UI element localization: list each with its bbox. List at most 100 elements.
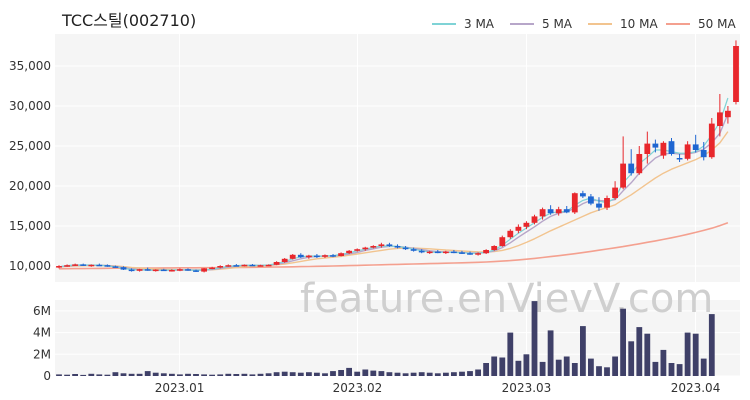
candle-body (676, 158, 683, 160)
candle-body (281, 258, 288, 262)
candle-body (410, 249, 417, 251)
volume-bar (56, 374, 62, 376)
volume-bar (507, 332, 514, 376)
volume-bar (563, 356, 570, 376)
candle-body (563, 209, 570, 213)
volume-bar (128, 373, 135, 376)
candle-body (289, 254, 296, 259)
volume-bar (523, 354, 530, 376)
volume-bar (451, 372, 457, 376)
candle-body (668, 141, 675, 154)
volume-bar (346, 367, 352, 376)
watermark: feature.enVievV.com (300, 276, 713, 322)
volume-bar (426, 372, 433, 376)
volume-bar (636, 327, 643, 376)
chart-title: TCC스틸(002710) (61, 11, 196, 30)
candle-body (136, 269, 143, 271)
volume-bar (475, 369, 481, 376)
volume-bar (531, 301, 538, 376)
price-tick-label: 20,000 (9, 179, 51, 193)
volume-bar (571, 363, 578, 376)
candle-body (306, 255, 312, 258)
candle-body (620, 163, 626, 188)
volume-bar (652, 361, 659, 376)
candle-body (636, 154, 643, 174)
price-tick-label: 15,000 (9, 219, 51, 233)
candle-body (692, 144, 699, 150)
candle-body (209, 267, 215, 270)
volume-bar (306, 372, 312, 376)
candle-body (483, 250, 489, 254)
candle-body (426, 251, 433, 254)
volume-bar (249, 374, 256, 376)
volume-bar (88, 373, 95, 376)
candle-body (257, 265, 264, 267)
volume-bar (467, 371, 473, 376)
price-tick-label: 35,000 (9, 59, 51, 73)
volume-bar (314, 372, 320, 376)
candle-body (338, 253, 344, 256)
date-tick-label: 2023.03 (502, 381, 552, 395)
candle-body (160, 269, 167, 272)
ma50-line (58, 222, 729, 270)
candle-body (725, 110, 731, 118)
volume-bar (273, 372, 280, 376)
candle-body (491, 246, 498, 250)
candle-body (708, 123, 715, 158)
volume-bar (483, 363, 489, 376)
candle-body (684, 144, 691, 159)
candle-body (588, 196, 594, 204)
volume-bar (443, 372, 449, 376)
volume-bar (64, 374, 70, 376)
candle-body (152, 269, 159, 272)
candle-body (144, 269, 151, 271)
volume-bar (684, 332, 691, 376)
candle-body (652, 143, 659, 148)
candle-body (394, 246, 401, 248)
candle-body (297, 254, 304, 258)
candle-body (604, 198, 610, 208)
price-tick-label: 10,000 (9, 259, 51, 273)
candle-body (96, 264, 103, 267)
volume-axis-ticks: 0 2M 4M 6M (33, 304, 51, 383)
volume-bar (297, 372, 304, 376)
candle-body (507, 230, 514, 238)
volume-bar (700, 358, 707, 376)
candle-body (580, 193, 586, 197)
candle-body (225, 265, 232, 267)
volume-bar (499, 357, 506, 376)
candle-body (56, 266, 62, 268)
volume-bar (72, 374, 78, 376)
volume-tick-label: 2M (33, 347, 51, 361)
candle-body (717, 112, 723, 126)
candle-body (555, 209, 562, 214)
candle-body (72, 264, 78, 266)
candle-body (217, 266, 224, 268)
candle-body (451, 251, 457, 254)
volume-bars (56, 301, 715, 376)
candle-body (346, 250, 352, 254)
volume-bar (660, 349, 667, 376)
candle-body (104, 265, 111, 267)
candle-body (193, 270, 199, 272)
candle-body (120, 267, 127, 270)
volume-bar (185, 373, 191, 376)
volume-bar (96, 374, 103, 376)
volume-bar (281, 371, 288, 376)
volume-bar (241, 373, 248, 376)
candle-body (418, 250, 425, 253)
volume-bar (322, 373, 328, 376)
candle-body (515, 226, 522, 231)
legend-label: 10 MA (620, 17, 658, 31)
volume-bar (257, 373, 264, 376)
legend-label: 50 MA (698, 17, 736, 31)
legend-label: 3 MA (464, 17, 495, 31)
date-tick-label: 2023.02 (333, 381, 383, 395)
candle-body (249, 264, 256, 267)
volume-bar (402, 373, 409, 376)
volume-bar (434, 373, 441, 376)
candle-body (362, 247, 369, 250)
candle-body (273, 262, 280, 265)
